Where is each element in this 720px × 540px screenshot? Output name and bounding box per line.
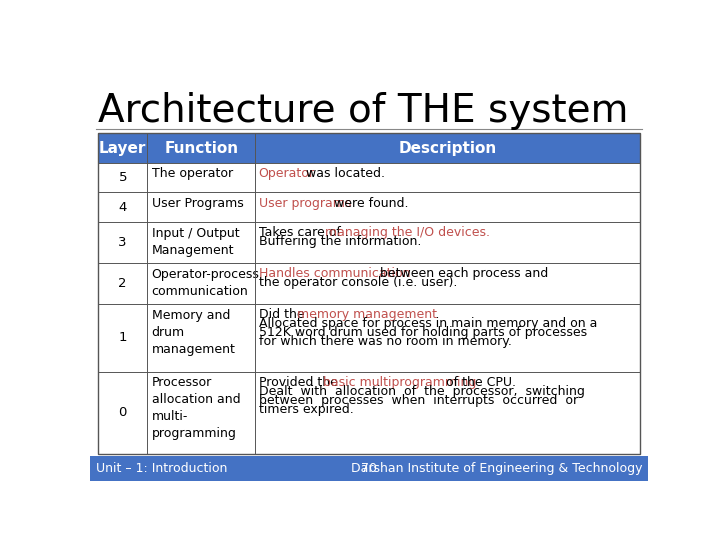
Text: the operator console (i.e. user).: the operator console (i.e. user). [258, 276, 457, 289]
Text: was located.: was located. [302, 167, 385, 180]
Text: Memory and
drum
management: Memory and drum management [151, 308, 235, 355]
Text: 512K word drum used for holding parts of processes: 512K word drum used for holding parts of… [258, 326, 587, 339]
Text: Architecture of THE system: Architecture of THE system [99, 92, 629, 130]
Bar [99, 133, 639, 454]
Bar [147, 133, 256, 163]
Text: 5: 5 [119, 171, 127, 184]
Text: Provided the: Provided the [258, 376, 341, 389]
Text: User programs: User programs [258, 197, 351, 210]
Text: Layer: Layer [99, 140, 146, 156]
Text: Handles communication: Handles communication [258, 267, 410, 280]
Text: of the CPU.: of the CPU. [442, 376, 516, 389]
Text: Takes care of: Takes care of [258, 226, 345, 239]
Text: 2: 2 [119, 277, 127, 290]
Text: between each process and: between each process and [376, 267, 549, 280]
Text: 70: 70 [361, 462, 377, 475]
Text: .: . [405, 308, 410, 321]
Text: Operator: Operator [258, 167, 315, 180]
Bar [256, 133, 639, 163]
Bar [90, 456, 648, 481]
Text: Processor
allocation and
multi-
programming: Processor allocation and multi- programm… [151, 376, 240, 440]
Text: between  processes  when  interrupts  occurred  or: between processes when interrupts occurr… [258, 394, 578, 407]
Text: for which there was no room in memory.: for which there was no room in memory. [258, 335, 511, 348]
Bar [99, 133, 147, 163]
Text: Function: Function [164, 140, 238, 156]
Text: Unit – 1: Introduction: Unit – 1: Introduction [96, 462, 227, 475]
Text: Darshan Institute of Engineering & Technology: Darshan Institute of Engineering & Techn… [351, 462, 642, 475]
Text: Input / Output
Management: Input / Output Management [151, 226, 239, 256]
Text: were found.: were found. [330, 197, 409, 210]
Text: Did the: Did the [258, 308, 308, 321]
Text: Operator-process
communication: Operator-process communication [151, 267, 259, 298]
Text: 1: 1 [119, 331, 127, 345]
Text: basic multiprogramming: basic multiprogramming [323, 376, 477, 389]
Text: timers expired.: timers expired. [258, 402, 354, 416]
Text: 3: 3 [119, 236, 127, 249]
Text: memory management: memory management [297, 308, 437, 321]
Text: Description: Description [398, 140, 497, 156]
Text: 0: 0 [119, 406, 127, 419]
Text: The operator: The operator [151, 167, 233, 180]
Text: managing the I/O devices.: managing the I/O devices. [325, 226, 490, 239]
Text: Allocated space for process in main memory and on a: Allocated space for process in main memo… [258, 317, 597, 330]
Text: Dealt  with  allocation  of  the  processor,  switching: Dealt with allocation of the processor, … [258, 384, 585, 397]
Text: Buffering the information.: Buffering the information. [258, 235, 421, 248]
Text: 4: 4 [119, 201, 127, 214]
Text: User Programs: User Programs [151, 197, 243, 210]
